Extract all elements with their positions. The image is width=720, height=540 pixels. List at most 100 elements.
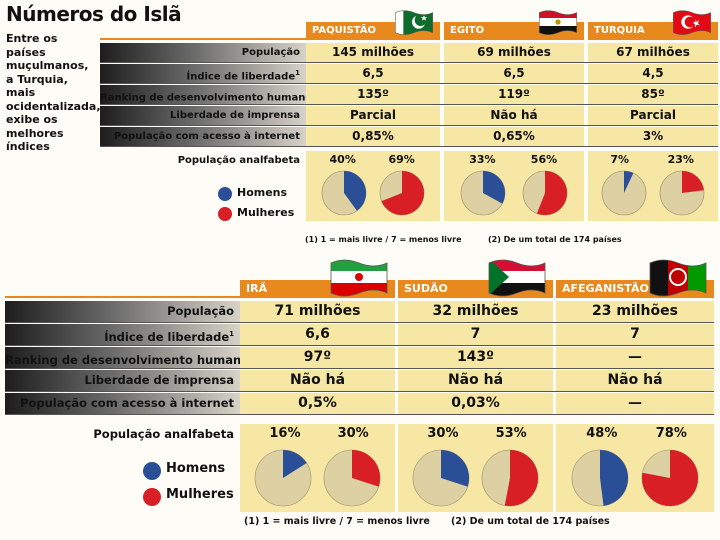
row-label-populacao: População	[241, 47, 300, 58]
iran-flag-icon	[330, 259, 388, 297]
page-title: Números do Islã	[6, 2, 182, 26]
row-label-analfabeta: População analfabeta	[177, 155, 300, 166]
cell-internet: 3%	[588, 127, 718, 146]
homens-pie	[571, 449, 629, 507]
mulheres-percent: 53%	[495, 426, 527, 441]
homens-pie-slice	[483, 171, 506, 204]
cell-populacao: 145 milhões	[306, 43, 440, 62]
afghanistan-flag-icon	[649, 259, 707, 297]
homens-pie	[460, 170, 506, 216]
row-background	[100, 127, 306, 146]
cell-populacao: 71 milhões	[240, 301, 395, 322]
mulheres-legend-label: Mulheres	[166, 487, 234, 502]
row-label-imprensa: Liberdade de imprensa	[170, 110, 300, 121]
homens-legend-swatch	[143, 462, 161, 480]
cell-internet: 0,5%	[240, 393, 395, 414]
cell-ranking: 85º	[588, 85, 718, 104]
footnote-1: (1) 1 = mais livre / 7 = menos livre	[305, 235, 462, 244]
mulheres-percent: 69%	[388, 153, 415, 166]
row-divider	[100, 125, 718, 126]
cell-liberdade: 7	[556, 324, 714, 345]
footnote-2: (2) De um total de 174 países	[451, 516, 610, 527]
mulheres-pie	[659, 170, 704, 216]
row-label-imprensa: Liberdade de imprensa	[84, 373, 234, 387]
row-label-internet: População com acesso à internet	[20, 396, 234, 410]
mulheres-pie-slice	[351, 450, 380, 487]
cell-liberdade: 6,5	[306, 64, 440, 83]
row-background	[100, 43, 306, 62]
mulheres-pie-slice	[681, 171, 704, 193]
mulheres-pie-slice	[641, 450, 698, 506]
mulheres-percent: 30%	[337, 426, 369, 441]
mulheres-legend-swatch	[143, 488, 161, 506]
mulheres-legend-swatch	[218, 207, 232, 221]
cell-populacao: 69 milhões	[444, 43, 584, 62]
homens-pie-slice	[441, 450, 470, 487]
cell-populacao: 67 milhões	[588, 43, 718, 62]
header-accent-line	[5, 296, 240, 298]
row-label-liberdade: Índice de liberdade1	[186, 69, 301, 83]
cell-ranking: 119º	[444, 85, 584, 104]
homens-percent: 30%	[427, 426, 459, 441]
cell-liberdade: 7	[398, 324, 553, 345]
cell-liberdade: 6,6	[240, 324, 395, 345]
mulheres-pie	[522, 170, 568, 216]
cell-populacao: 23 milhões	[556, 301, 714, 322]
mulheres-percent: 56%	[530, 153, 558, 166]
homens-pie	[602, 170, 647, 216]
row-background	[5, 347, 240, 368]
mulheres-percent: 78%	[655, 426, 687, 441]
mulheres-pie-slice	[536, 171, 567, 215]
sudan-flag-icon	[488, 259, 546, 297]
row-background	[5, 324, 240, 345]
cell-populacao: 32 milhões	[398, 301, 553, 322]
homens-pie	[255, 449, 312, 507]
homens-percent: 33%	[469, 153, 496, 166]
cell-internet: 0,03%	[398, 393, 553, 414]
homens-pie-slice	[624, 171, 634, 193]
cell-imprensa: Parcial	[588, 106, 718, 125]
cell-internet: 0,65%	[444, 127, 584, 146]
homens-legend-swatch	[218, 187, 232, 201]
homens-pie-slice	[343, 171, 366, 211]
row-divider	[5, 345, 714, 346]
header-accent-line	[100, 38, 306, 40]
row-label-analfabeta: População analfabeta	[93, 427, 234, 441]
cell-liberdade: 4,5	[588, 64, 718, 83]
homens-legend-label: Homens	[166, 461, 226, 476]
row-label-ranking: Ranking de desenvolvimento humano2	[100, 84, 317, 105]
homens-legend-label: Homens	[237, 186, 288, 199]
row-divider	[100, 146, 718, 147]
footnote-marker: 1	[295, 69, 300, 77]
row-divider	[5, 391, 714, 392]
mulheres-pie	[323, 449, 380, 507]
cell-imprensa: Não há	[556, 370, 714, 391]
mulheres-legend-label: Mulheres	[237, 206, 295, 219]
cell-ranking: 135º	[306, 85, 440, 104]
cell-liberdade: 6,5	[444, 64, 584, 83]
row-background	[100, 106, 306, 125]
footnote-2: (2) De um total de 174 países	[488, 235, 622, 244]
mulheres-percent: 23%	[667, 153, 694, 166]
row-divider	[5, 368, 714, 369]
egypt-flag-icon	[539, 10, 577, 35]
mulheres-pie	[641, 449, 699, 507]
footnote-marker: 1	[229, 330, 234, 338]
cell-imprensa: Não há	[398, 370, 553, 391]
homens-percent: 7%	[610, 153, 630, 166]
homens-pie	[321, 170, 366, 216]
cell-internet: —	[556, 393, 714, 414]
homens-pie-slice	[283, 450, 308, 478]
cell-imprensa: Parcial	[306, 106, 440, 125]
mulheres-pie-slice	[504, 450, 538, 506]
cell-imprensa: Não há	[444, 106, 584, 125]
intro-text: Entre os países muçulmanos, a Turquia, m…	[6, 32, 101, 153]
row-background	[5, 301, 240, 322]
row-background	[5, 370, 240, 391]
row-divider	[100, 62, 718, 63]
homens-percent: 16%	[269, 426, 301, 441]
mulheres-pie	[380, 170, 425, 216]
row-label-ranking: Ranking de desenvolvimento humano2	[5, 346, 254, 369]
row-divider	[5, 414, 714, 415]
row-label-liberdade: Índice de liberdade1	[104, 329, 234, 344]
